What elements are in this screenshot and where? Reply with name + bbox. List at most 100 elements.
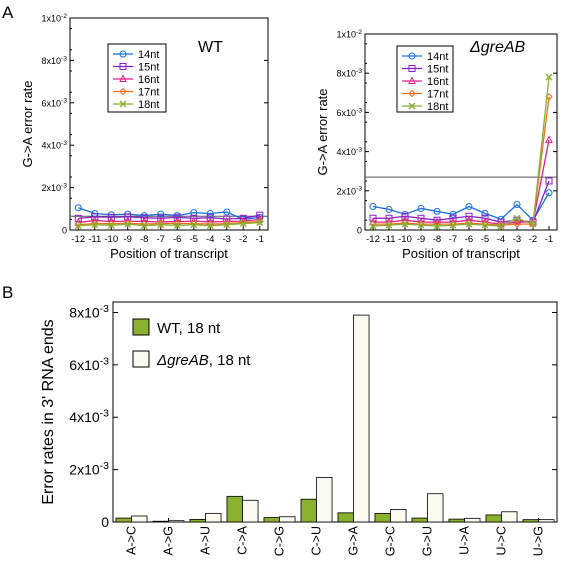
legend-swatch bbox=[132, 350, 150, 368]
y-tick-label: 8x10-3 bbox=[336, 68, 362, 79]
plot-frame bbox=[112, 301, 558, 523]
legend-marker bbox=[119, 87, 127, 96]
data-point bbox=[433, 207, 441, 215]
data-point bbox=[545, 73, 553, 81]
x-tick-label: -3 bbox=[513, 234, 521, 245]
y-tick-label: 8x10-3 bbox=[41, 55, 67, 66]
x-tick-label: -8 bbox=[140, 234, 148, 245]
series-line-17nt bbox=[373, 96, 550, 226]
legend-marker bbox=[408, 89, 416, 98]
data-point bbox=[107, 221, 115, 229]
data-point bbox=[465, 202, 473, 210]
y-axis-label: G->A error rate bbox=[20, 80, 35, 167]
y-tick-label: 2x10-3 bbox=[41, 183, 67, 194]
data-point bbox=[433, 216, 441, 224]
bar-wt-G->C bbox=[374, 512, 391, 523]
chart-title: WT bbox=[198, 39, 223, 56]
data-point bbox=[206, 222, 214, 230]
data-point bbox=[465, 212, 473, 220]
data-point bbox=[401, 220, 409, 228]
legend-marker bbox=[119, 74, 127, 82]
legend-marker bbox=[119, 50, 127, 58]
data-point bbox=[449, 221, 457, 229]
y-tick-label: 6x10-3 bbox=[336, 107, 362, 118]
x-tick-label: C->A bbox=[236, 525, 250, 554]
x-tick-label: -6 bbox=[173, 234, 181, 245]
data-point bbox=[369, 202, 377, 210]
data-point bbox=[223, 208, 231, 216]
x-tick-label: C->U bbox=[310, 526, 324, 556]
data-point bbox=[157, 221, 165, 229]
legend-box bbox=[396, 45, 454, 113]
data-point bbox=[481, 221, 489, 229]
series-line-14nt bbox=[372, 192, 550, 222]
bar-wt-U->G bbox=[522, 519, 539, 523]
bar-wt-A->U bbox=[189, 518, 206, 523]
data-point bbox=[157, 210, 165, 218]
series-line-18nt bbox=[78, 221, 260, 227]
data-point bbox=[173, 221, 181, 229]
data-point bbox=[124, 220, 132, 228]
legend-label: 15nt bbox=[427, 64, 448, 76]
bar-greab-C->G bbox=[279, 516, 296, 523]
y-tick-label: 4x10-3 bbox=[41, 140, 67, 151]
series-line-16nt bbox=[78, 218, 260, 224]
bar-greab-G->A bbox=[353, 314, 370, 523]
y-tick-label: 6x10-3 bbox=[41, 98, 67, 109]
bar-greab-A->U bbox=[205, 512, 222, 523]
x-tick-label: -9 bbox=[417, 234, 425, 245]
data-point bbox=[497, 222, 505, 230]
data-point bbox=[449, 210, 457, 218]
data-point bbox=[465, 220, 473, 228]
x-tick-label: -4 bbox=[206, 234, 214, 245]
data-point bbox=[74, 204, 82, 212]
x-axis-label: Position of transcript bbox=[402, 246, 520, 261]
x-tick-label: -5 bbox=[481, 234, 489, 245]
chart-title: ΔgreAB bbox=[469, 39, 526, 56]
x-tick-label: A->G bbox=[162, 526, 176, 556]
y-tick-label: 2x10-3 bbox=[336, 186, 362, 197]
data-point bbox=[140, 222, 148, 230]
legend-marker bbox=[408, 52, 416, 60]
x-tick-label: A->C bbox=[125, 526, 139, 555]
legend-label: 16nt bbox=[138, 74, 159, 86]
data-point bbox=[90, 215, 99, 224]
x-axis-label: Position of transcript bbox=[110, 246, 228, 261]
bar-greab-U->C bbox=[501, 511, 518, 523]
data-point bbox=[206, 209, 214, 217]
bar-greab-C->A bbox=[242, 499, 259, 523]
x-tick-label: -12 bbox=[366, 234, 380, 245]
y-tick-label: 4x10-3 bbox=[336, 147, 362, 158]
x-tick-label: U->A bbox=[458, 525, 472, 554]
y-axis-label: Error rates in 3' RNA ends bbox=[40, 319, 57, 504]
x-tick-label: -11 bbox=[88, 234, 101, 245]
data-point bbox=[545, 189, 553, 197]
bar-wt-G->A bbox=[337, 512, 354, 523]
bar-greab-A->G bbox=[168, 520, 185, 523]
bar-wt-A->G bbox=[152, 520, 169, 523]
x-tick-label: -7 bbox=[449, 234, 457, 245]
x-tick-label: -1 bbox=[545, 234, 553, 245]
x-tick-label: -9 bbox=[124, 234, 132, 245]
panel-label-a: A bbox=[2, 3, 14, 22]
series-line-16nt bbox=[373, 139, 550, 225]
data-point bbox=[190, 221, 198, 229]
data-point bbox=[256, 219, 264, 227]
x-tick-label: G->A bbox=[347, 525, 361, 555]
x-tick-label: -12 bbox=[71, 234, 85, 245]
data-point bbox=[401, 212, 409, 220]
bar-wt-C->U bbox=[300, 498, 317, 523]
data-point bbox=[513, 201, 521, 209]
x-tick-label: -5 bbox=[190, 234, 198, 245]
bar-greab-U->A bbox=[464, 517, 481, 523]
y-tick-label: 4x10-3 bbox=[69, 408, 109, 426]
legend-swatch bbox=[132, 318, 150, 336]
bar-wt-A->C bbox=[115, 517, 132, 523]
legend-box bbox=[107, 43, 167, 113]
y-tick-label: 1x10-2 bbox=[336, 29, 362, 40]
x-tick-label: G->C bbox=[384, 526, 398, 556]
legend-label: 18nt bbox=[427, 101, 448, 113]
bar-greab-A->C bbox=[131, 515, 148, 523]
chart-wt-line: 0 2x10-3 4x10-3 6x10-3 8x10-3 1x10-2 -12 -11 -10… bbox=[20, 13, 269, 261]
